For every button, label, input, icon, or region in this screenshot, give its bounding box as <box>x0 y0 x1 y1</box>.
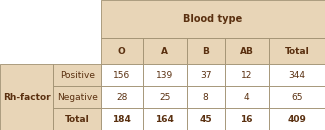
Text: 164: 164 <box>155 115 174 124</box>
Text: 4: 4 <box>244 93 250 102</box>
FancyBboxPatch shape <box>101 0 325 38</box>
FancyBboxPatch shape <box>53 108 101 130</box>
FancyBboxPatch shape <box>187 108 225 130</box>
Text: O: O <box>118 47 126 56</box>
FancyBboxPatch shape <box>143 108 187 130</box>
FancyBboxPatch shape <box>101 108 143 130</box>
Text: Blood type: Blood type <box>183 14 243 24</box>
FancyBboxPatch shape <box>269 38 325 64</box>
Text: 16: 16 <box>240 115 253 124</box>
Text: A: A <box>161 47 168 56</box>
Text: 45: 45 <box>199 115 212 124</box>
FancyBboxPatch shape <box>0 64 53 130</box>
Text: Total: Total <box>284 47 309 56</box>
FancyBboxPatch shape <box>143 64 187 86</box>
FancyBboxPatch shape <box>225 108 269 130</box>
Text: 28: 28 <box>116 93 127 102</box>
Text: 139: 139 <box>156 71 173 80</box>
Text: 37: 37 <box>200 71 211 80</box>
FancyBboxPatch shape <box>0 0 53 38</box>
FancyBboxPatch shape <box>101 64 143 86</box>
FancyBboxPatch shape <box>187 86 225 108</box>
FancyBboxPatch shape <box>187 64 225 86</box>
Text: Total: Total <box>65 115 90 124</box>
FancyBboxPatch shape <box>225 64 269 86</box>
FancyBboxPatch shape <box>143 38 187 64</box>
Text: 65: 65 <box>291 93 303 102</box>
Text: 25: 25 <box>159 93 170 102</box>
FancyBboxPatch shape <box>101 38 143 64</box>
FancyBboxPatch shape <box>53 0 101 38</box>
FancyBboxPatch shape <box>143 86 187 108</box>
Text: 184: 184 <box>112 115 131 124</box>
FancyBboxPatch shape <box>225 86 269 108</box>
FancyBboxPatch shape <box>53 64 101 86</box>
Text: 8: 8 <box>203 93 209 102</box>
FancyBboxPatch shape <box>269 64 325 86</box>
FancyBboxPatch shape <box>269 108 325 130</box>
Text: 409: 409 <box>287 115 306 124</box>
Text: Positive: Positive <box>60 71 95 80</box>
FancyBboxPatch shape <box>269 86 325 108</box>
Text: Negative: Negative <box>57 93 98 102</box>
Text: 344: 344 <box>288 71 305 80</box>
Text: B: B <box>202 47 209 56</box>
FancyBboxPatch shape <box>101 86 143 108</box>
Text: 156: 156 <box>113 71 131 80</box>
Text: Rh-factor: Rh-factor <box>3 93 50 102</box>
FancyBboxPatch shape <box>53 38 101 64</box>
Text: 12: 12 <box>241 71 252 80</box>
FancyBboxPatch shape <box>0 38 53 64</box>
Text: AB: AB <box>240 47 254 56</box>
FancyBboxPatch shape <box>187 38 225 64</box>
FancyBboxPatch shape <box>53 86 101 108</box>
FancyBboxPatch shape <box>225 38 269 64</box>
